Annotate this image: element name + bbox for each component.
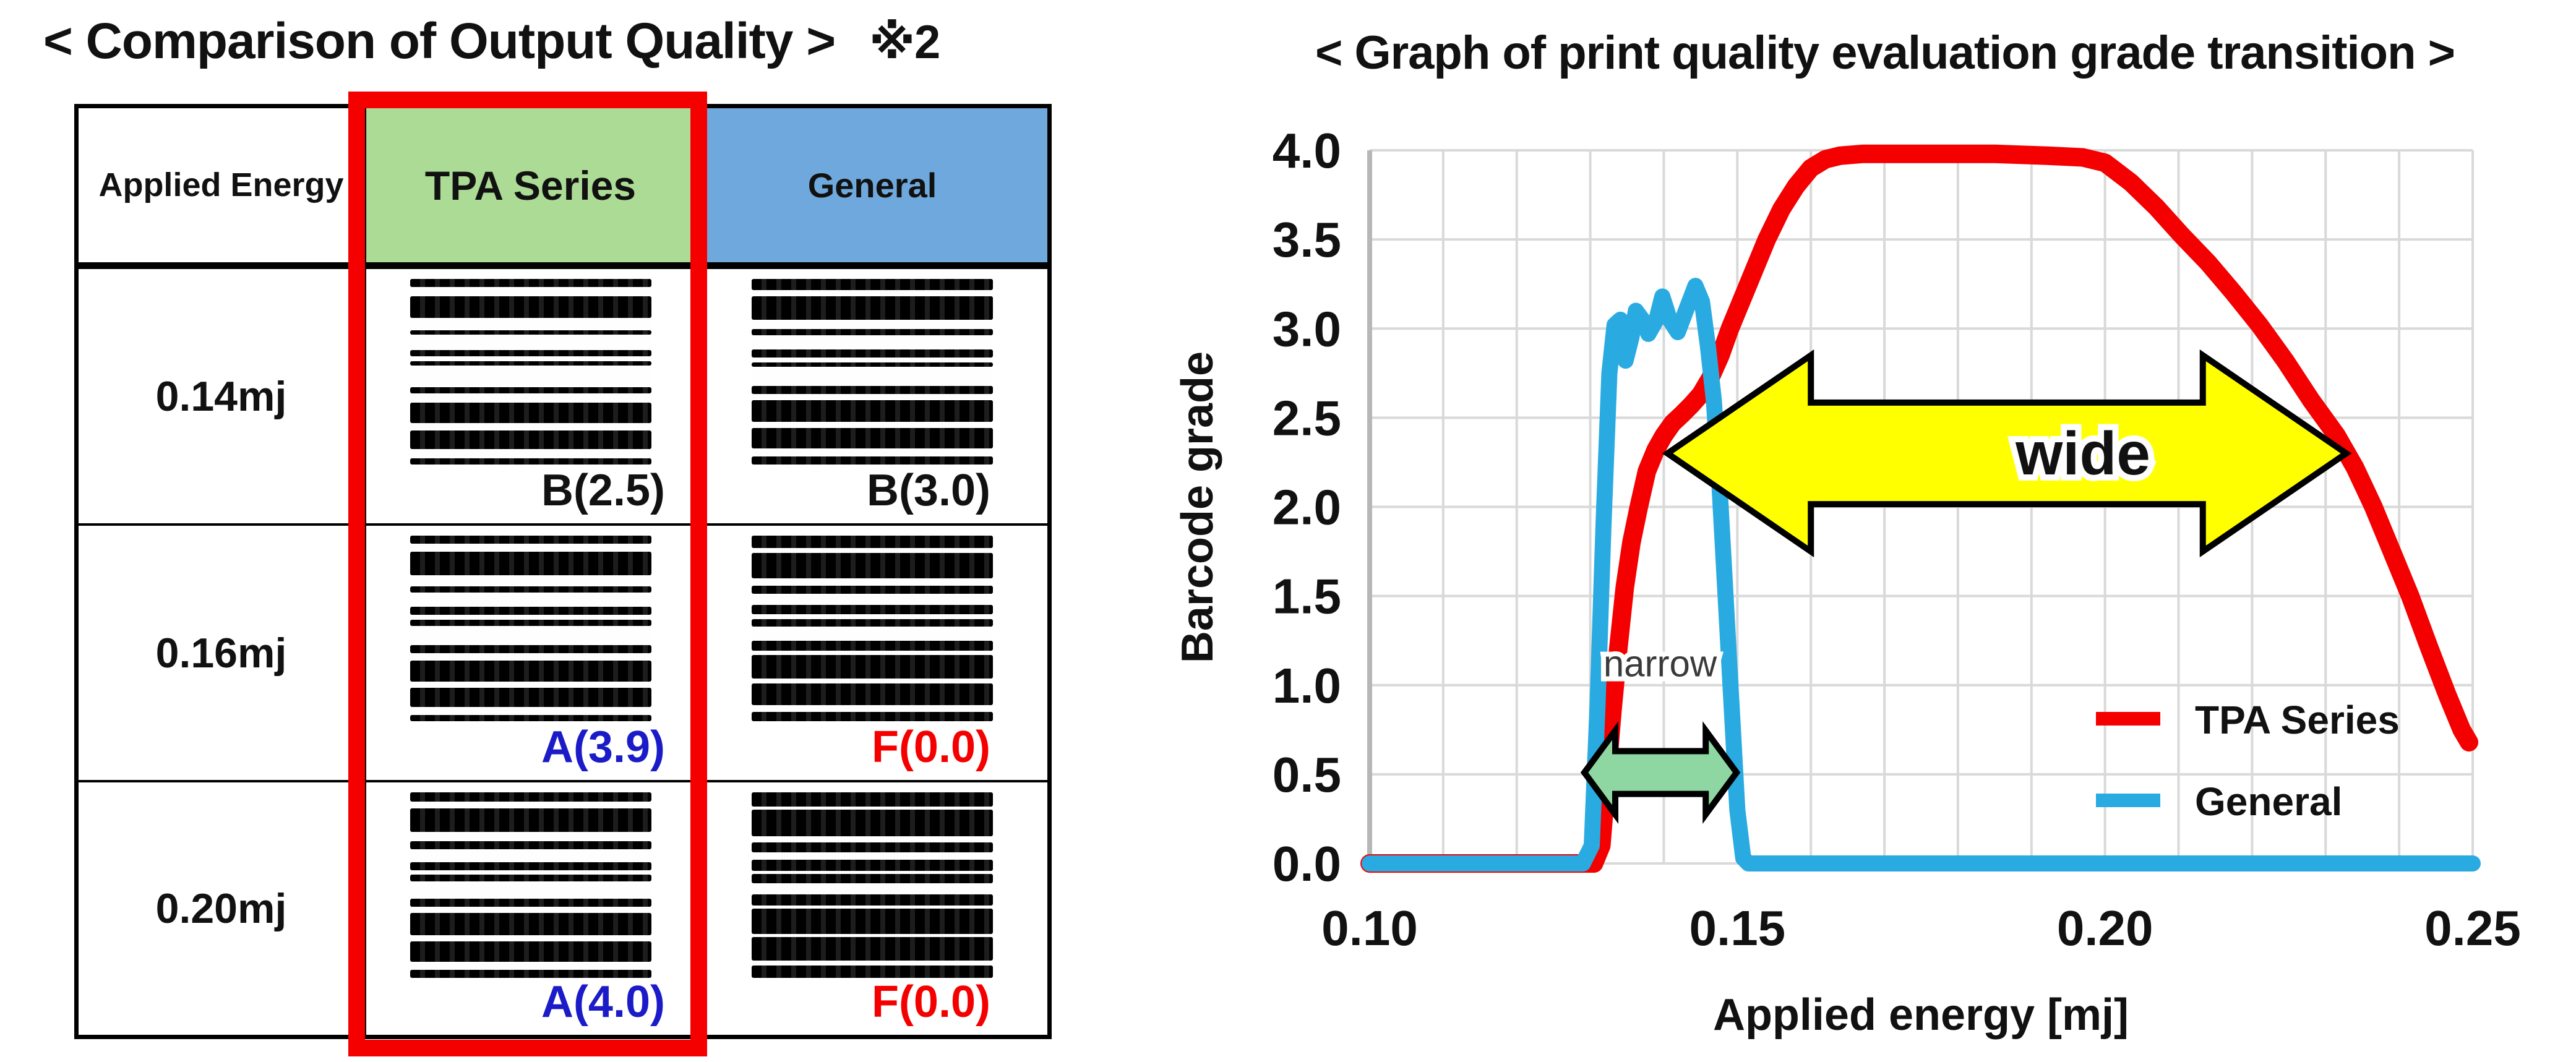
sample-cell-tpa-2: A(3.9) [366,526,697,782]
header-tpa-series: TPA Series [366,108,697,269]
narrow-label-glow: narrow [1604,643,1717,684]
narrow-range-arrow [1580,721,1741,824]
y-tick-label: 2.5 [1273,390,1341,445]
narrow-label: narrow [1604,643,1717,684]
wide-label: wide [2015,419,2150,487]
barcode-sample [410,792,651,978]
wide-label-glow: wide [2015,419,2150,487]
barcode-sample [752,536,993,721]
barcode-sample [752,279,993,465]
grade-label: A(4.0) [541,977,665,1027]
y-tick-label: 1.0 [1273,658,1341,713]
comparison-table: Applied Energy TPA Series General 0.14mj… [74,104,1052,1039]
y-tick-label: 2.0 [1273,480,1341,535]
sample-cell-tpa-1: B(2.5) [366,269,697,526]
y-tick-label: 0.0 [1273,836,1341,891]
y-tick-label: 1.5 [1273,569,1341,624]
y-tick-label: 4.0 [1273,123,1341,178]
x-tick-label: 0.10 [1321,901,1418,956]
y-tick-label: 3.5 [1273,212,1341,267]
grade-label: A(3.9) [541,722,665,772]
grade-label: B(3.0) [866,466,990,515]
header-applied-energy: Applied Energy [79,108,366,269]
header-general: General [697,108,1047,269]
sample-cell-tpa-3: A(4.0) [366,782,697,1035]
energy-cell-1: 0.14mj [79,269,366,526]
energy-cell-2: 0.16mj [79,526,366,782]
y-tick-label: 0.5 [1273,747,1341,802]
energy-cell-3: 0.20mj [79,782,366,1035]
series-line-general [1362,278,2481,871]
x-tick-label: 0.20 [2057,901,2153,956]
barcode-sample [752,792,993,978]
sample-cell-general-1: B(3.0) [697,269,1047,526]
grade-label: F(0.0) [871,977,990,1027]
x-axis-title: Applied energy [mj] [1713,990,2129,1040]
sample-cell-general-3: F(0.0) [697,782,1047,1035]
legend-label-general: General [2195,779,2342,824]
y-axis-title: Barcode grade [1173,351,1222,663]
series-line-tpa [1360,144,2479,873]
x-tick-label: 0.15 [1689,901,1785,956]
left-panel-title: < Comparison of Output Quality > ※2 [43,12,1126,71]
barcode-sample [410,279,651,465]
grade-label: B(2.5) [541,466,665,515]
barcode-sample [410,536,651,721]
wide-range-arrow [1662,349,2352,558]
footnote-marker: ※2 [869,16,940,69]
legend-label-tpa: TPA Series [2195,698,2400,742]
x-tick-label: 0.25 [2424,901,2521,956]
chart-title: < Graph of print quality evaluation grad… [1315,27,2455,79]
left-title-text: < Comparison of Output Quality > [43,13,836,69]
sample-cell-general-2: F(0.0) [697,526,1047,782]
grade-label: F(0.0) [871,722,990,772]
y-tick-label: 3.0 [1273,301,1341,356]
